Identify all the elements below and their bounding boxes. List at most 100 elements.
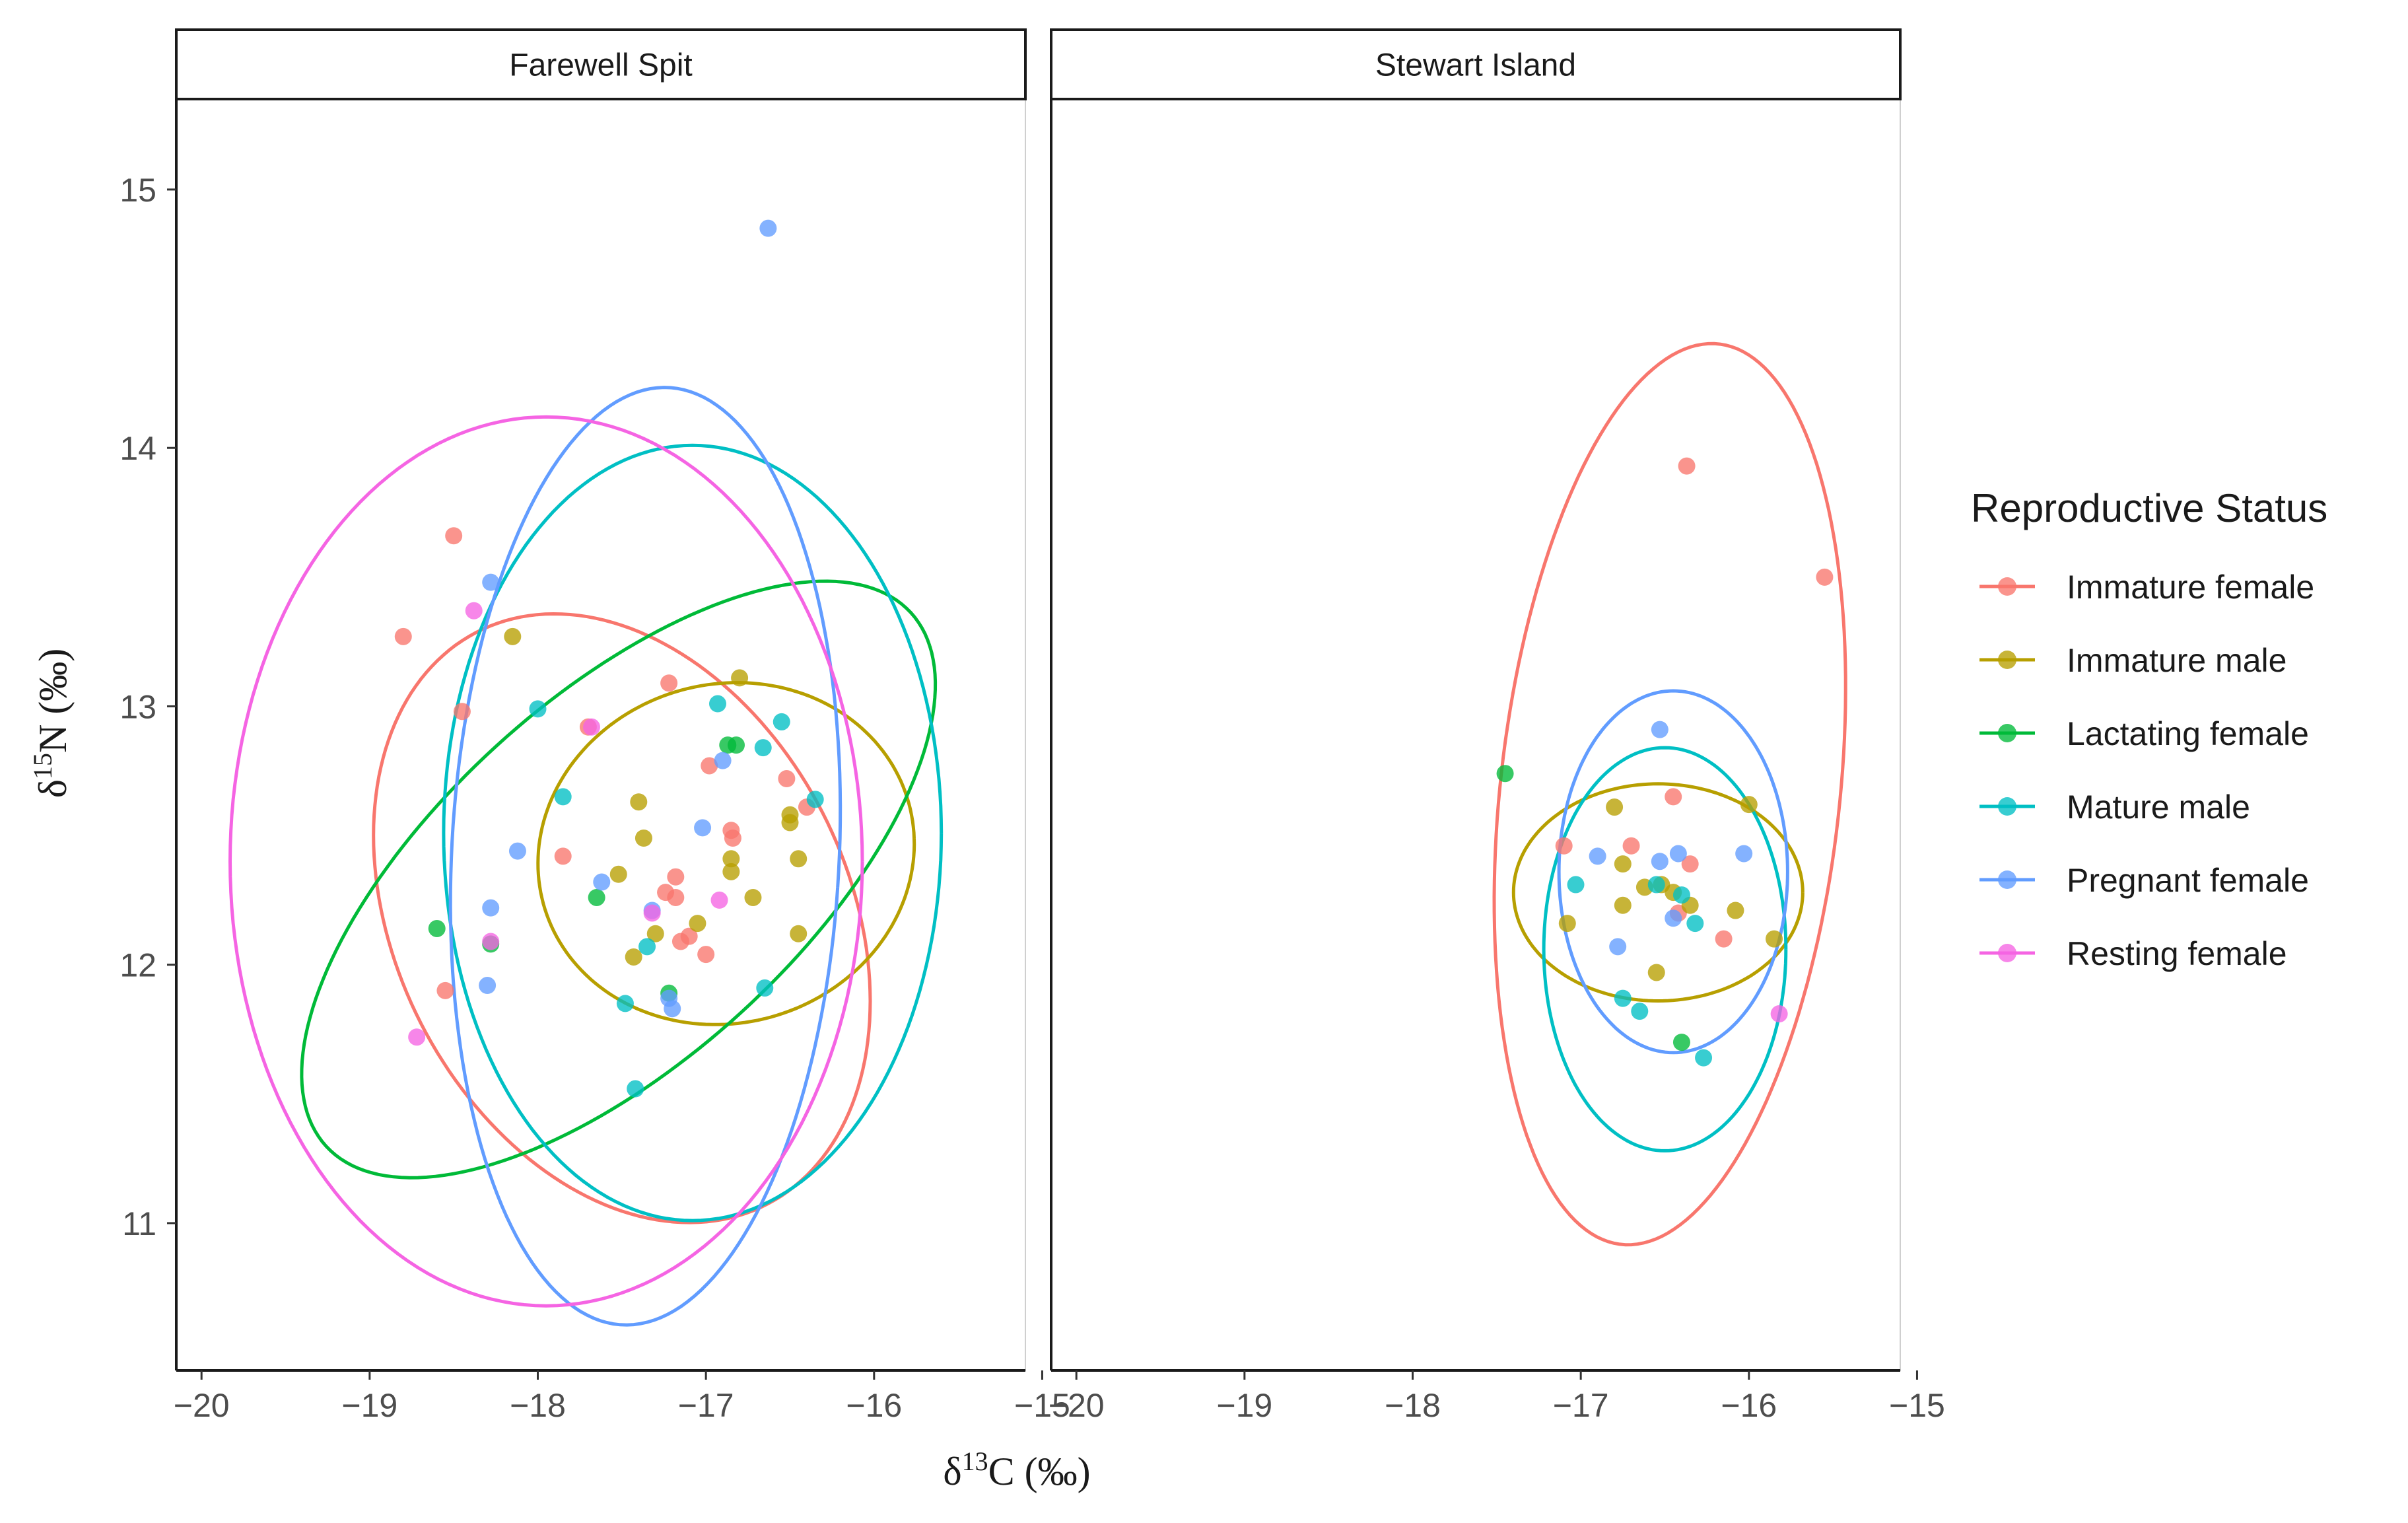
point-mature-male xyxy=(1631,1003,1649,1020)
point-mature-male xyxy=(1686,915,1704,933)
legend-key-point xyxy=(1998,870,2016,889)
point-mature-male xyxy=(1614,989,1632,1007)
point-immature-male xyxy=(731,669,749,687)
point-immature-female xyxy=(667,888,685,906)
point-resting-female xyxy=(482,933,500,950)
point-immature-male xyxy=(790,925,808,942)
point-pregnant-female xyxy=(664,1000,681,1018)
point-pregnant-female xyxy=(1665,909,1682,927)
point-mature-male xyxy=(554,788,572,806)
x-tick-label: −20 xyxy=(1049,1387,1105,1424)
point-immature-male xyxy=(1558,915,1576,933)
legend-label: Pregnant female xyxy=(2067,862,2309,899)
point-immature-female xyxy=(1715,930,1733,948)
legend: Reproductive Status Immature femaleImmat… xyxy=(1971,486,2327,972)
point-immature-female xyxy=(1555,837,1573,855)
point-immature-female xyxy=(697,946,715,964)
point-immature-male xyxy=(781,814,799,832)
x-tick-label: −18 xyxy=(510,1387,566,1424)
ellipse-mature-male xyxy=(442,443,944,1222)
legend-item-immature-male: Immature male xyxy=(1979,642,2287,679)
point-immature-male xyxy=(504,627,522,645)
legend-item-lactating-female: Lactating female xyxy=(1979,715,2309,752)
legend-item-resting-female: Resting female xyxy=(1979,935,2287,972)
point-mature-male xyxy=(806,791,824,808)
point-immature-female xyxy=(778,770,796,788)
legend-key-point xyxy=(1998,797,2016,816)
x-tick-label: −16 xyxy=(846,1387,902,1424)
ellipse-immature-female xyxy=(1492,341,1847,1247)
point-immature-male xyxy=(625,948,642,966)
point-immature-male xyxy=(689,915,706,933)
point-immature-female xyxy=(660,674,678,692)
point-pregnant-female xyxy=(482,573,500,591)
legend-item-mature-male: Mature male xyxy=(1979,789,2250,826)
panel-stewart-island: Stewart Island −20 −19 −18 −17 −16 −15 xyxy=(1049,28,1945,1424)
point-mature-male xyxy=(773,713,790,730)
ellipse-pregnant-female xyxy=(448,386,843,1327)
point-pregnant-female xyxy=(759,219,777,237)
point-pregnant-female xyxy=(482,899,500,917)
point-pregnant-female xyxy=(714,752,732,769)
point-immature-female xyxy=(445,527,463,545)
point-layer xyxy=(394,219,824,1098)
point-pregnant-female xyxy=(508,842,526,860)
point-pregnant-female xyxy=(1735,845,1753,863)
ellipse-lactating-female xyxy=(300,579,938,1180)
y-axis-title: δ15N (‰) xyxy=(28,649,75,798)
point-lactating-female xyxy=(428,919,446,937)
point-immature-female xyxy=(1681,855,1699,873)
point-lactating-female xyxy=(727,736,745,754)
legend-item-immature-female: Immature female xyxy=(1979,569,2314,606)
point-immature-male xyxy=(1766,930,1783,948)
x-tick-label: −17 xyxy=(678,1387,734,1424)
point-immature-male xyxy=(1740,796,1758,814)
point-immature-male xyxy=(744,888,762,906)
legend-title: Reproductive Status xyxy=(1971,486,2327,530)
ellipse-pregnant-female xyxy=(1557,689,1789,1055)
ellipse-mature-male xyxy=(1542,746,1788,1152)
point-immature-male xyxy=(1727,902,1744,919)
x-tick-label: −19 xyxy=(341,1387,397,1424)
x-tick-label: −20 xyxy=(174,1387,230,1424)
x-tick-label: −15 xyxy=(1014,1387,1070,1424)
point-immature-female xyxy=(436,981,454,999)
point-immature-female xyxy=(680,927,698,945)
point-resting-female xyxy=(582,718,600,736)
point-mature-male xyxy=(627,1080,644,1098)
legend-label: Resting female xyxy=(2067,935,2287,972)
point-immature-male xyxy=(790,850,808,868)
facet-strip-label: Farewell Spit xyxy=(509,48,692,83)
legend-label: Lactating female xyxy=(2067,715,2309,752)
legend-label: Mature male xyxy=(2067,789,2250,826)
facet-strip xyxy=(175,28,1027,100)
point-immature-male xyxy=(630,793,648,811)
point-immature-male xyxy=(635,830,652,847)
ellipse-layer xyxy=(228,386,944,1327)
point-lactating-female xyxy=(1672,1034,1690,1051)
point-resting-female xyxy=(1770,1005,1788,1023)
x-tick-label: −16 xyxy=(1721,1387,1777,1424)
point-mature-male xyxy=(1647,876,1665,894)
point-immature-male xyxy=(646,925,664,942)
y-tick-label: 11 xyxy=(122,1205,156,1242)
point-mature-male xyxy=(754,739,772,757)
legend-key-point xyxy=(1998,577,2016,596)
point-pregnant-female xyxy=(1651,853,1668,870)
point-immature-male xyxy=(1647,964,1665,981)
point-mature-male xyxy=(529,700,547,718)
point-lactating-female xyxy=(1496,765,1514,783)
point-immature-male xyxy=(722,850,740,868)
point-layer xyxy=(1496,457,1834,1067)
x-tick-label: −17 xyxy=(1553,1387,1609,1424)
point-immature-female xyxy=(724,830,741,847)
x-tick-label: −15 xyxy=(1889,1387,1945,1424)
point-resting-female xyxy=(408,1028,426,1046)
point-immature-male xyxy=(1606,798,1624,816)
point-immature-male xyxy=(1614,855,1632,873)
legend-item-pregnant-female: Pregnant female xyxy=(1979,862,2309,899)
y-tick-label: 13 xyxy=(120,688,156,725)
legend-items: Immature female Immature male Lactating fe… xyxy=(1979,569,2314,972)
point-pregnant-female xyxy=(1651,721,1668,738)
legend-key-point xyxy=(1998,944,2016,962)
